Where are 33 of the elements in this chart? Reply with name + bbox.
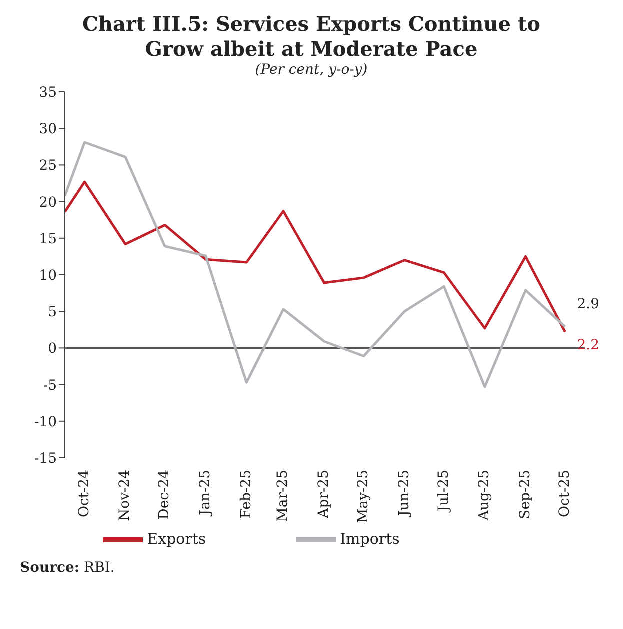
x-tick-label: Mar-25 (275, 470, 292, 522)
y-tick-label: -5 (43, 378, 57, 394)
line-series (65, 141, 567, 388)
y-tick-label: 10 (39, 268, 57, 284)
y-tick-label: 0 (48, 341, 57, 358)
x-tick-label: Aug-25 (476, 470, 493, 522)
y-tick-label: -15 (34, 450, 57, 467)
y-tick-label: 5 (48, 304, 57, 321)
x-tick-label: Oct-24 (76, 470, 92, 518)
y-tick-label: 15 (39, 231, 57, 248)
legend-label: Exports (147, 530, 206, 548)
data-label: 2.9 (577, 296, 600, 313)
chart-subtitle: (Per cent, y-o-y) (254, 62, 369, 78)
x-tick-label: Nov-24 (117, 470, 134, 522)
x-tick-label: Jul-25 (436, 470, 452, 514)
y-tick-label: -10 (34, 414, 57, 430)
data-label: 2.2 (577, 338, 600, 354)
x-tick-label: Jun-25 (396, 470, 412, 518)
y-tick-label: 30 (39, 122, 57, 138)
legend-label: Imports (340, 530, 400, 548)
y-tick-label: 35 (39, 84, 57, 101)
line-series (65, 180, 567, 334)
x-tick-label: Jan-25 (197, 470, 214, 518)
x-tick-label: Dec-24 (156, 470, 173, 520)
source-note: Source: RBI. (20, 560, 116, 576)
chart-title: Chart III.5: Services Exports Continue to Grow albeit at Moderate Pace (82, 12, 542, 62)
y-tick-label: 20 (39, 194, 57, 211)
x-tick-label: Apr-25 (316, 470, 332, 520)
x-tick-label: Oct-25 (556, 470, 573, 518)
x-tick-label: Sep-25 (517, 470, 534, 520)
y-tick-label: 25 (39, 158, 57, 174)
x-tick-label: Feb-25 (238, 470, 254, 519)
x-tick-label: May-25 (355, 470, 372, 524)
